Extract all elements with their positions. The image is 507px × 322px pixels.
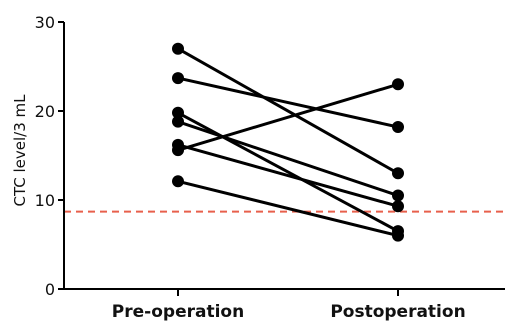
point-pre-1 xyxy=(172,42,184,55)
point-pre-3 xyxy=(172,106,184,119)
series-line-6 xyxy=(177,82,399,152)
x-category-label: Pre-operation xyxy=(112,302,244,322)
y-tick-label: 20 xyxy=(35,102,55,121)
point-post-6 xyxy=(392,78,404,91)
series-line-4 xyxy=(177,120,399,197)
series-line-1 xyxy=(177,47,399,175)
point-pre-2 xyxy=(172,72,184,85)
point-post-4 xyxy=(392,189,404,202)
series-line-3 xyxy=(177,111,399,233)
y-tick-label: 0 xyxy=(45,280,55,299)
series-line-5 xyxy=(177,143,399,208)
axes: 0 10 20 30 Pre-operation Postoperation xyxy=(35,13,505,322)
point-pre-7 xyxy=(172,175,184,188)
point-post-5 xyxy=(392,200,404,213)
data-points xyxy=(172,42,404,242)
point-pre-6 xyxy=(172,144,184,157)
point-pre-4 xyxy=(172,115,184,128)
series-line-7 xyxy=(177,179,399,238)
series-line-2 xyxy=(177,76,399,129)
x-category-label: Postoperation xyxy=(330,302,465,322)
y-tick-label: 10 xyxy=(35,191,55,210)
y-axis-title: CTC level/3 mL xyxy=(11,94,29,207)
point-post-2 xyxy=(392,121,404,134)
point-post-1 xyxy=(392,167,404,180)
series-lines xyxy=(177,47,399,238)
point-post-7 xyxy=(392,229,404,242)
y-tick-label: 30 xyxy=(35,13,55,32)
